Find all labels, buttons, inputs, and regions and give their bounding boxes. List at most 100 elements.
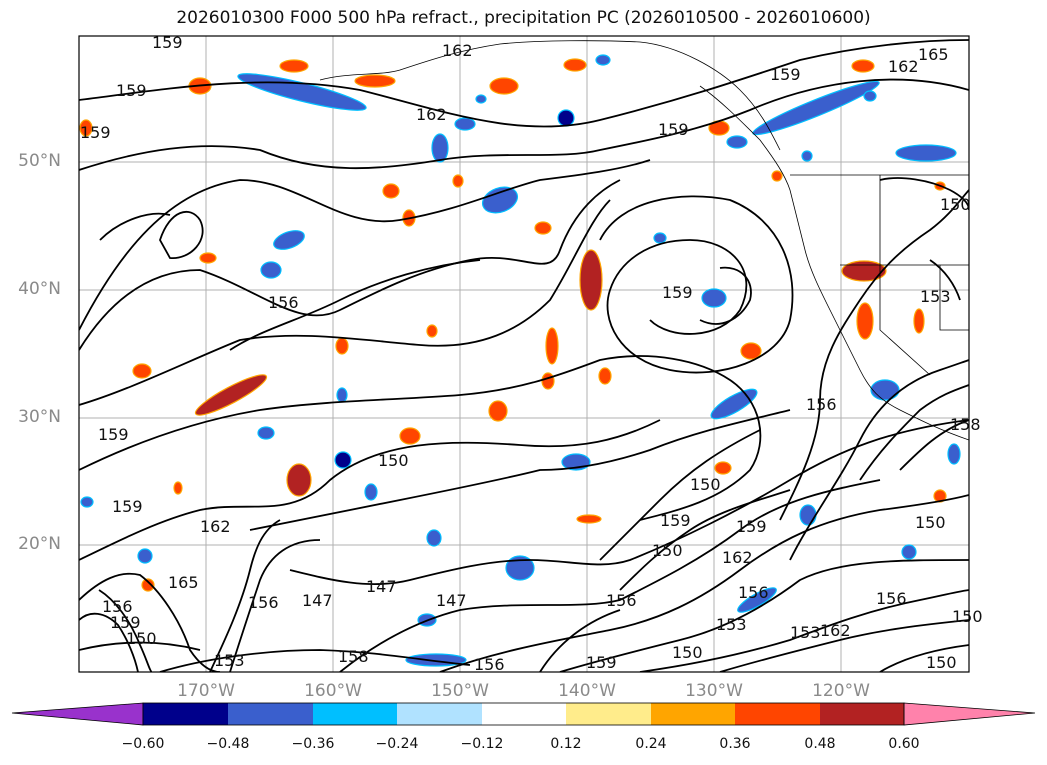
contour-label: 153 [716,615,747,634]
contour-line [79,199,611,406]
contour-labels: 159 162 165 162 159 159 162 159 159 156 … [80,33,983,674]
contour-label: 150 [126,629,157,648]
colorbar-segment [143,703,228,725]
contour-label: 162 [442,41,473,60]
precip-patch [901,544,917,560]
contour-line [539,609,621,672]
colorbar-label: 0.12 [550,736,582,752]
precip-patch [863,90,877,102]
contour-line [79,179,621,351]
precip-patch [799,504,817,526]
precip-patch [541,372,555,390]
precip-patch [726,135,748,149]
precip-patch [399,427,421,445]
precip-patch [273,230,305,250]
precip-patch [947,443,961,465]
colorbar-label: 0.24 [635,736,667,752]
precip-patch [260,261,282,279]
colorbar-label: −0.48 [206,736,250,752]
contour-line [339,479,881,672]
precip-patch [545,327,559,365]
contour-label: 162 [416,105,447,124]
precip-patch [334,451,352,469]
contour-label: 150 [940,195,971,214]
contour-label: 150 [926,653,957,672]
contour-label: 159 [658,120,689,139]
precip-patch [801,150,813,162]
lat-label-20: 20°N [18,534,61,554]
contour-label: 156 [248,593,279,612]
contour-line [79,419,661,561]
precip-patch [173,481,183,495]
precip-patch [653,232,667,244]
precip-patch [563,58,587,72]
lon-label-140: 140°W [558,681,616,701]
map-plot: 159 162 165 162 159 159 162 159 159 156 … [78,33,983,674]
colorbar [11,702,1036,726]
contour-label: 162 [888,57,919,76]
precip-patch [257,426,275,440]
border-state [840,175,969,376]
lat-label-30: 30°N [18,407,61,427]
contour-line [98,589,153,672]
map-frame [78,35,970,673]
colorbar-segment [313,703,397,725]
map-title: 2026010300 F000 500 hPa refract., precip… [176,8,871,28]
colorbar-label: 0.36 [719,736,751,752]
contour-label: 153 [790,623,821,642]
lon-label-130: 130°W [685,681,743,701]
colorbar-frame [142,702,905,726]
contour-line [209,519,281,672]
lat-label-40: 40°N [18,279,61,299]
lon-label-170: 170°W [177,681,235,701]
precip-patch [841,260,887,282]
contour-line [79,78,969,171]
precip-patch [132,363,152,379]
contour-label: 150 [952,607,983,626]
contour-label: 150 [672,643,703,662]
colorbar-extend-high [903,702,1036,726]
contour-label: 159 [116,81,147,100]
precip-patch [579,249,603,311]
colorbar-label: 0.48 [804,736,836,752]
precip-patch [426,529,442,547]
contour-label: 159 [660,511,691,530]
contour-line [719,619,969,672]
contour-label: 162 [200,517,231,536]
precip-patch [199,252,217,264]
coastlines [319,40,969,441]
contour-label: 165 [918,45,949,64]
contour-label: 158 [338,647,369,666]
lat-label-50: 50°N [18,151,61,171]
contour-line [599,195,794,374]
precip-patch [771,170,783,182]
precip-patch [475,94,487,104]
colorbar-segment [566,703,651,725]
contour-label: 162 [722,548,753,567]
gridlines [79,36,969,672]
contour-label: 162 [820,621,851,640]
contour-line [859,384,969,481]
contour-label: 147 [366,577,397,596]
precip-patch [595,54,611,66]
contour-line [879,177,969,211]
contour-label: 150 [690,475,721,494]
contour-label: 150 [378,451,409,470]
contour-label: 153 [214,651,245,670]
colorbar-label: −0.24 [375,736,419,752]
precip-patch [598,367,612,385]
colorbar-segment [651,703,735,725]
contour-label: 147 [436,591,467,610]
contour-line [929,259,961,301]
precip-patch [576,514,602,524]
contour-line [159,649,471,672]
precip-patch [335,337,349,355]
contour-line [249,409,791,531]
precip-patch [382,183,400,199]
contour-line [639,589,969,672]
precip-patch [870,379,900,401]
contour-label: 159 [770,65,801,84]
precip-patch [505,555,535,581]
contour-label: 159 [98,425,129,444]
precip-patch [336,387,348,403]
